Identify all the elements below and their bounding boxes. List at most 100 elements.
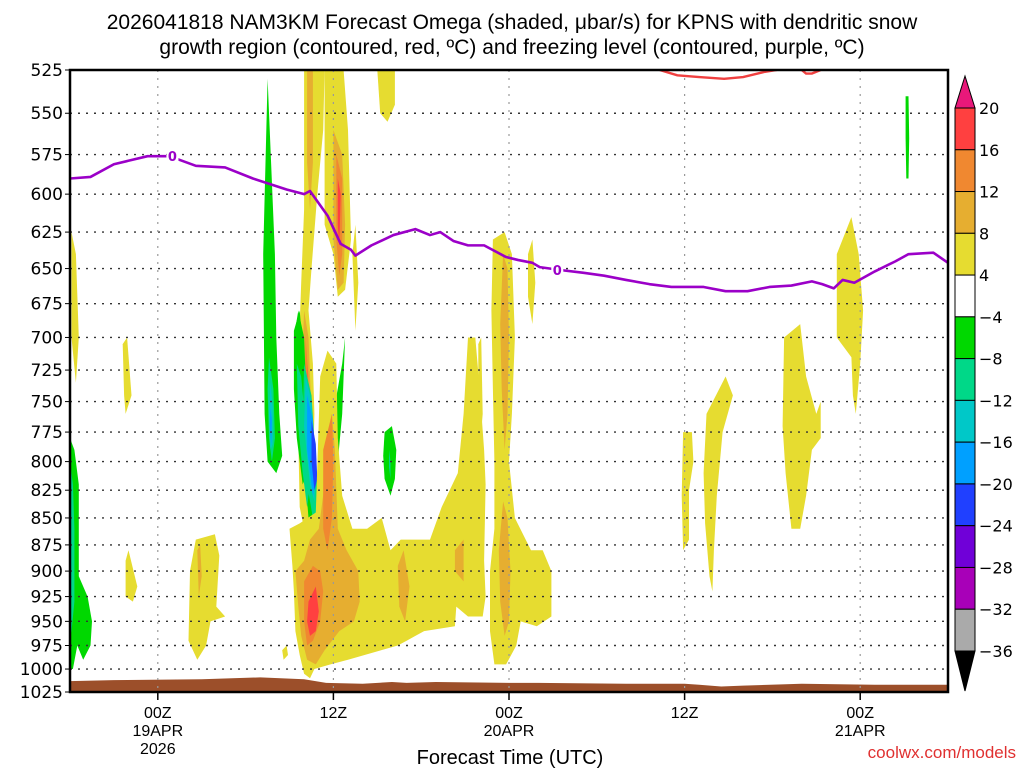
omega-region-b16 [269, 407, 272, 444]
colorbar-box [954, 483, 976, 527]
dgz-contour [659, 70, 777, 81]
colorbar-box [954, 149, 976, 193]
omega-region-y4 [282, 645, 288, 660]
omega-region-r16 [307, 586, 319, 636]
freezing-level-label: 0 [168, 150, 177, 165]
x-axis-label: Forecast Time (UTC) [417, 747, 604, 768]
contour-label-bg [551, 261, 564, 277]
contours: 00 [70, 70, 948, 293]
colorbar-tick-label: −4 [979, 308, 1003, 327]
colorbar-tick-label: 4 [979, 266, 989, 285]
y-tick-label: 675 [31, 295, 63, 315]
omega-region-y4 [836, 217, 864, 414]
omega-region-y4 [528, 239, 536, 325]
y-tick-label: 625 [31, 223, 63, 243]
omega-region-y4 [703, 376, 733, 592]
y-tick-label: 725 [31, 361, 63, 381]
freezing-level-contour [70, 154, 948, 293]
colorbar-tick-label: −8 [979, 350, 1003, 369]
colorbar-box [954, 441, 976, 485]
freezing-level-label: 0 [553, 264, 562, 279]
omega-region-y4 [478, 337, 483, 450]
x-tick-label: 12Z [320, 705, 348, 722]
omega-region-y4 [122, 337, 132, 414]
x-tick-label: 00Z [144, 705, 172, 722]
omega-region-o8 [307, 70, 313, 210]
colorbar-tick-label: −36 [979, 642, 1013, 661]
colorbar-tick-label: −24 [979, 517, 1013, 536]
plot-area: 00 [68, 68, 950, 694]
colorbar-top-arrow [954, 74, 976, 109]
colorbar-tick-label: −32 [979, 600, 1013, 619]
omega-region-g4 [905, 96, 910, 179]
x-tick-label: 20APR [484, 723, 535, 740]
terrain-fill [70, 677, 948, 692]
colorbar-box [954, 107, 976, 151]
omega-region-y4 [352, 224, 359, 331]
y-tick-label: 650 [31, 260, 63, 280]
y-tick-label: 950 [31, 612, 63, 632]
omega-region-y4 [377, 70, 395, 122]
x-tick-label: 21APR [835, 723, 886, 740]
colorbar-tick-label: −12 [979, 391, 1013, 410]
y-tick-label: 775 [31, 423, 63, 443]
omega-region-y4 [125, 550, 138, 602]
y-tick-label: 850 [31, 509, 63, 529]
omega-region-o8 [498, 501, 511, 636]
omega-region-y4 [782, 324, 821, 529]
y-tick-label: 825 [31, 481, 63, 501]
omega-region-r16 [337, 178, 341, 247]
x-tick-label: 00Z [495, 705, 523, 722]
colorbar-box [954, 566, 976, 610]
omega-region-o12 [323, 413, 334, 551]
y-tick-label: 575 [31, 146, 63, 166]
colorbar-box [954, 316, 976, 360]
credit-text: coolwx.com/models [868, 743, 1016, 762]
x-tick-label: 00Z [846, 705, 874, 722]
colorbar-tick-label: −20 [979, 475, 1013, 494]
colorbar-box [954, 232, 976, 276]
omega-region-g8 [389, 449, 391, 479]
y-tick-label: 1025 [20, 683, 63, 703]
omega-region-y4 [71, 232, 79, 383]
colorbar: 20 16 12 8 4 −4 −8 −12 −16 −20 −24 −28 −32 −36 [954, 74, 1013, 692]
colorbar-box [954, 608, 976, 652]
colorbar-bottom-arrow [954, 650, 976, 692]
colorbar-box [954, 399, 976, 443]
omega-region-o8 [397, 550, 410, 622]
colorbar-box [954, 525, 976, 568]
colorbar-tick-label: 8 [979, 224, 989, 243]
contour-label-bg [166, 148, 179, 164]
y-tick-label: 700 [31, 328, 63, 348]
omega-region-g4 [263, 78, 283, 474]
y-axis: 525 550 575 600 625 650 675 700 725 750 775 800 825 8… [20, 61, 70, 703]
y-tick-label: 550 [31, 104, 63, 124]
colorbar-tick-label: −16 [979, 433, 1013, 452]
colorbar-box [954, 274, 976, 318]
y-tick-label: 600 [31, 185, 63, 205]
chart-title-line-1: 2026041818 NAM3KM Forecast Omega (shaded… [107, 11, 918, 34]
y-tick-label: 925 [31, 588, 63, 608]
y-tick-label: 1000 [20, 660, 63, 680]
omega-region-b20 [311, 420, 318, 491]
x-tick-label: 2026 [140, 741, 176, 758]
omega-region-y4 [681, 432, 694, 551]
colorbar-tick-label: 12 [979, 183, 999, 202]
omega-shading [70, 70, 948, 692]
colorbar-tick-label: 16 [979, 141, 999, 160]
y-tick-label: 975 [31, 637, 63, 657]
colorbar-tick-label: −28 [979, 558, 1013, 577]
colorbar-tick-label: 20 [979, 99, 999, 118]
y-tick-label: 875 [31, 536, 63, 556]
dgz-contour [800, 70, 822, 75]
omega-region-g4 [70, 438, 92, 669]
y-tick-label: 800 [31, 453, 63, 473]
x-tick-label: 19APR [132, 723, 183, 740]
y-tick-label: 525 [31, 61, 63, 81]
omega-region-o8 [454, 539, 464, 582]
y-tick-label: 750 [31, 393, 63, 413]
colorbar-box [954, 358, 976, 401]
y-tick-label: 900 [31, 562, 63, 582]
